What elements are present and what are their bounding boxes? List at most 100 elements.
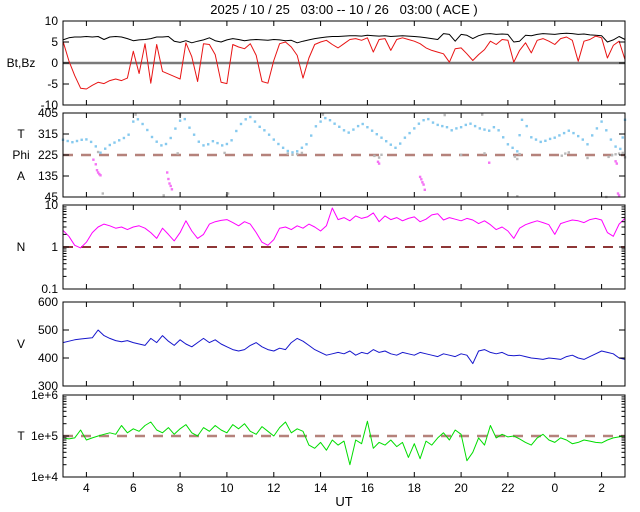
scatter-point (366, 126, 369, 129)
axis-unit-label: Bt,Bz (7, 56, 36, 70)
scatter-point (436, 123, 439, 127)
scatter-point (530, 136, 533, 139)
scatter-point (413, 127, 416, 130)
scatter-point (80, 138, 83, 141)
x-axis-label: UT (335, 494, 353, 509)
scatter-point (516, 150, 519, 153)
series-V (62, 329, 626, 365)
scatter-point (564, 152, 567, 155)
scatter-point (356, 124, 360, 128)
scatter-point (389, 143, 392, 146)
scatter-point (99, 151, 102, 154)
scatter-point (516, 157, 519, 161)
scatter-point (621, 151, 624, 155)
scatter-point (376, 160, 380, 163)
scatter-point (134, 113, 137, 116)
scatter-point (377, 156, 381, 159)
series-Bz (62, 35, 626, 90)
scatter-point (621, 136, 624, 139)
scatter-point (211, 140, 215, 143)
panel-n: 10 1 0.1 N (17, 198, 626, 296)
scatter-point (483, 128, 486, 131)
scatter-point (361, 122, 364, 126)
scatter-point (586, 156, 589, 160)
scatter-point (249, 115, 252, 119)
x-tick-label: 0 (551, 481, 558, 495)
scatter-point (188, 126, 191, 129)
y-tick-label: 1e+4 (31, 470, 58, 484)
scatter-point (506, 143, 510, 146)
y-tick-label: 0.1 (41, 282, 58, 296)
scatter-point (263, 129, 266, 132)
scatter-point (223, 151, 226, 155)
y-tick-label: 400 (38, 351, 58, 365)
scatter-point (66, 139, 69, 143)
scatter-point (167, 177, 170, 181)
scatter-point (202, 144, 205, 147)
y-tick-label: 300 (38, 379, 58, 393)
panel-v: 600 500 400 300 V (17, 295, 626, 393)
scatter-point (192, 133, 196, 136)
axis-unit-label: T (17, 127, 25, 141)
scatter-point (481, 113, 484, 116)
scatter-point (492, 126, 496, 129)
series-Bt (62, 32, 626, 44)
scatter-point (577, 134, 580, 138)
scatter-point (150, 135, 154, 139)
scatter-point (281, 146, 285, 149)
scatter-point (286, 152, 289, 155)
scatter-point (258, 125, 261, 128)
series-phi-outlier (92, 158, 621, 197)
scatter-point (225, 142, 229, 146)
scatter-point (478, 127, 481, 130)
scatter-point (347, 131, 350, 134)
scatter-point (310, 134, 313, 137)
scatter-point (197, 140, 200, 143)
y-tick-label: -10 (41, 98, 59, 112)
scatter-point (605, 129, 608, 132)
scatter-point (445, 126, 449, 129)
x-tick-label: 16 (361, 481, 375, 495)
scatter-point (548, 137, 552, 141)
scatter-point (342, 129, 346, 132)
scatter-point (609, 138, 613, 141)
scatter-point (560, 154, 563, 157)
panel-t: 1e+6 1e+5 1e+4 T (17, 388, 626, 484)
y-tick-label: 5 (51, 35, 58, 49)
axis-unit-label: Phi (12, 148, 29, 162)
scatter-point (239, 122, 243, 126)
scatter-point (534, 138, 538, 141)
scatter-point (607, 155, 610, 159)
scatter-point (617, 194, 621, 197)
scatter-point (375, 133, 378, 136)
y-tick-label: 225 (38, 148, 58, 162)
scatter-point (178, 119, 182, 122)
scatter-point (75, 139, 79, 143)
scatter-point (94, 145, 97, 148)
scatter-point (417, 122, 421, 125)
scatter-point (338, 125, 341, 128)
x-tick-label: 8 (177, 481, 184, 495)
scatter-point (104, 147, 107, 150)
scatter-point (615, 162, 618, 165)
scatter-point (216, 141, 219, 145)
x-tick-label: 4 (83, 481, 90, 495)
scatter-point (539, 140, 542, 144)
x-tick-label: 14 (314, 481, 328, 495)
scatter-point (98, 172, 101, 176)
scatter-point (169, 136, 172, 140)
y-tick-label: 0 (51, 56, 58, 70)
scatter-point (207, 143, 210, 146)
scatter-point (141, 122, 144, 126)
scatter-point (300, 151, 304, 155)
scatter-point (267, 133, 271, 136)
scatter-point (525, 124, 528, 128)
scatter-point (324, 116, 327, 120)
y-tick-label: 405 (38, 106, 58, 120)
scatter-point (328, 119, 332, 122)
scatter-point (617, 152, 621, 155)
scatter-point (483, 152, 486, 155)
scatter-point (89, 140, 93, 144)
scatter-point (572, 131, 575, 135)
